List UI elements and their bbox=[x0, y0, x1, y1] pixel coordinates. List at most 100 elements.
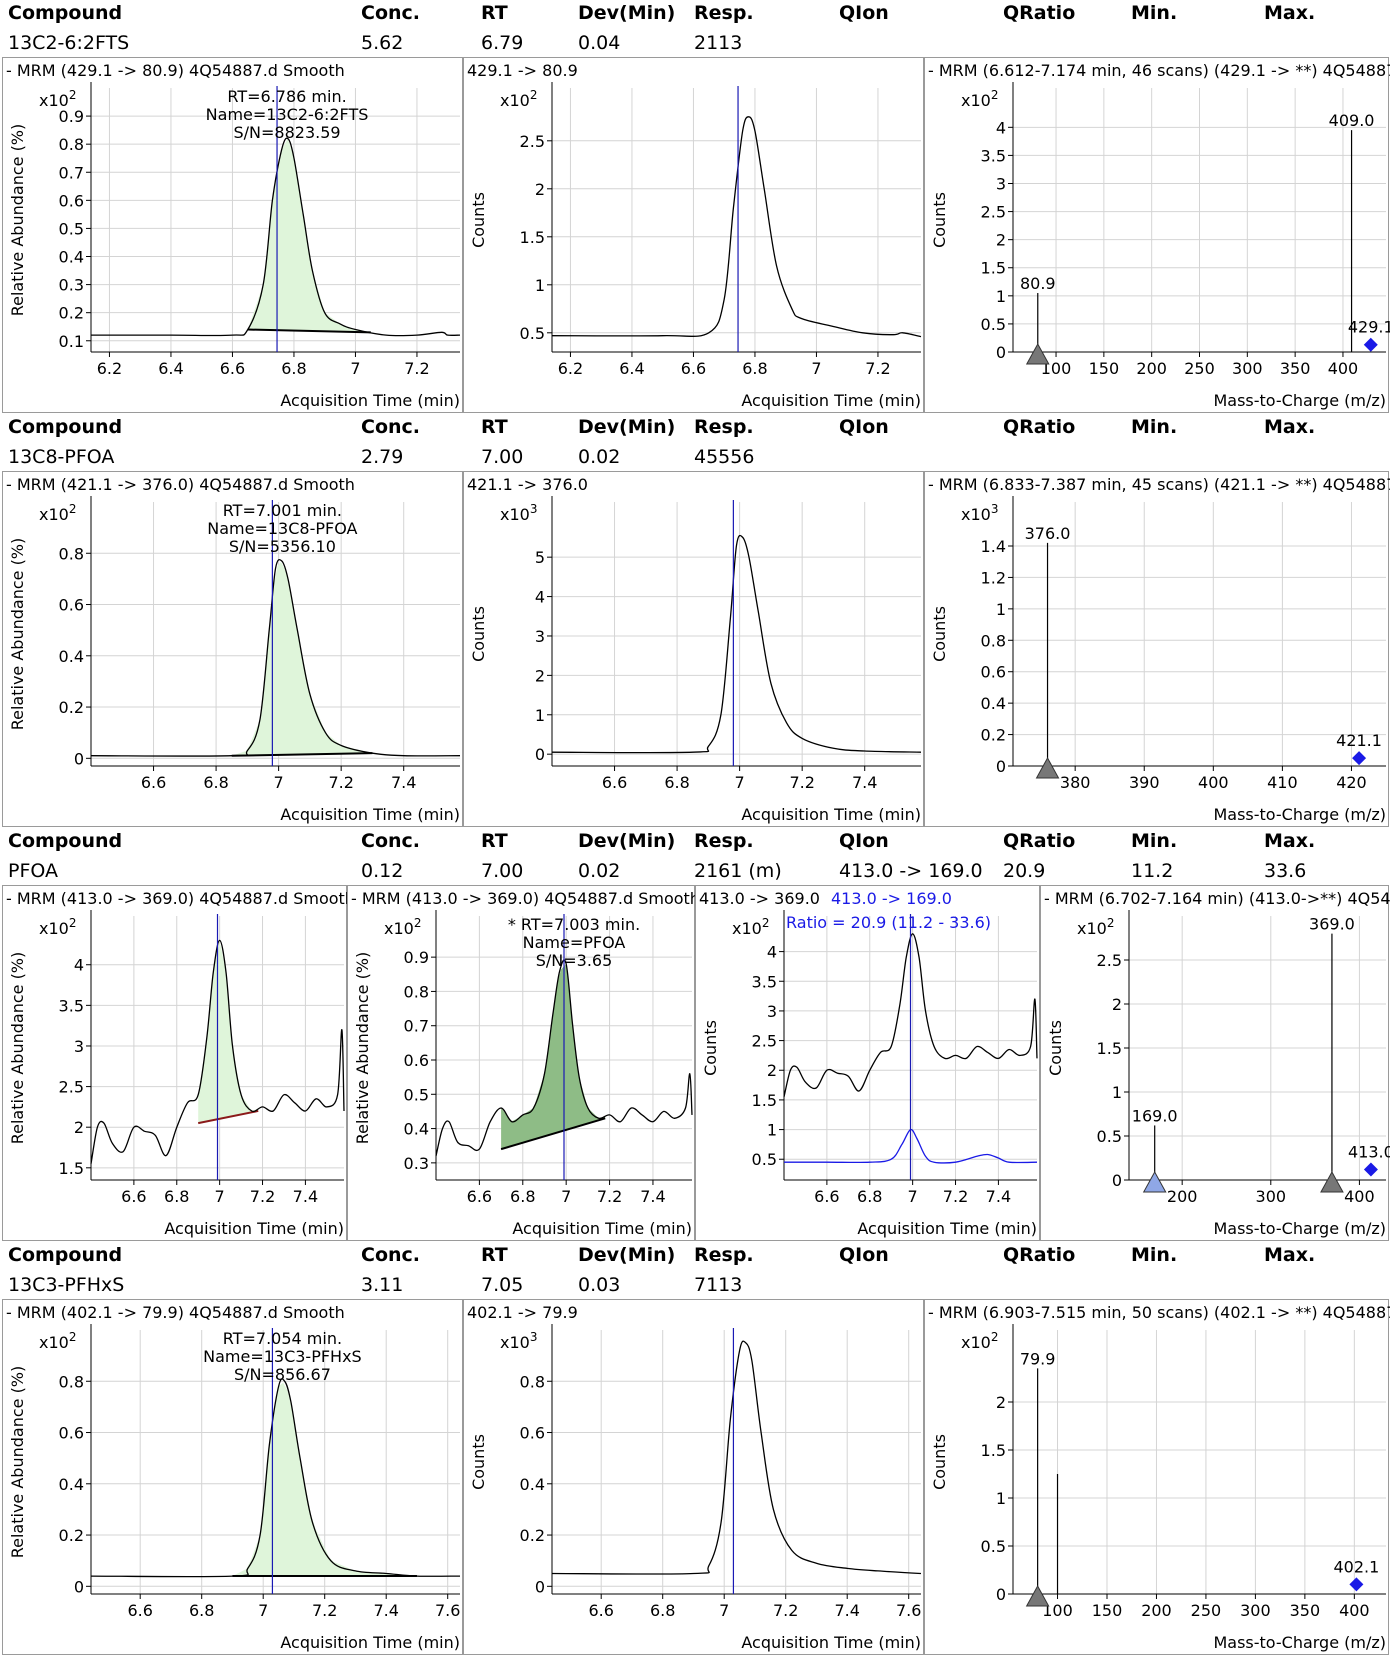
y-tick-label: 0.9 bbox=[59, 107, 84, 126]
y-tick-label: 1.5 bbox=[752, 1091, 777, 1110]
y-tick-label: 0.7 bbox=[59, 163, 84, 182]
chromatogram-chart: - MRM (413.0 -> 369.0) 4Q54887.d Smooth 6… bbox=[351, 889, 696, 1238]
x-tick-label: 420 bbox=[1336, 773, 1367, 792]
x-tick-label: 7.2 bbox=[312, 1601, 337, 1620]
x-axis-title: Acquisition Time (min) bbox=[280, 1633, 460, 1652]
scale-exponent: x102 bbox=[961, 88, 998, 110]
result-value: 2113 bbox=[694, 32, 743, 54]
panel-title: - MRM (429.1 -> 80.9) 4Q54887.d Smooth bbox=[6, 61, 345, 80]
compound-name: PFOA bbox=[8, 860, 59, 882]
y-axis-title: Relative Abundance (%) bbox=[8, 124, 27, 317]
column-header: Min. bbox=[1131, 1244, 1178, 1266]
column-header: Min. bbox=[1131, 416, 1178, 438]
chromatogram-chart: - MRM (413.0 -> 369.0) 4Q54887.d Smooth 6… bbox=[6, 889, 348, 1238]
chromatogram-chart: - MRM (421.1 -> 376.0) 4Q54887.d Smooth 6… bbox=[6, 475, 461, 824]
eic-panel: 421.1 -> 376.0 6.6 6.8 7 7.2 7.4 0 1 2 3 4 5 x103 Acq… bbox=[463, 471, 924, 827]
column-header: Conc. bbox=[361, 830, 421, 852]
column-header: Dev(Min) bbox=[578, 2, 676, 24]
chromatogram-chart: 421.1 -> 376.0 6.6 6.8 7 7.2 7.4 0 1 2 3 4 5 x103 Acq… bbox=[467, 475, 922, 824]
chromatogram-chart: - MRM (429.1 -> 80.9) 4Q54887.d Smooth 6.… bbox=[6, 61, 461, 410]
eic-panel: 429.1 -> 80.9 6.2 6.4 6.6 6.8 7 7.2 0.5 1 1.5 2 2.5… bbox=[463, 57, 924, 413]
x-tick-label: 7.2 bbox=[789, 773, 814, 792]
peak-annotation: RT=6.786 min. bbox=[227, 87, 346, 106]
x-tick-label: 7 bbox=[719, 1601, 729, 1620]
x-tick-label: 400 bbox=[1344, 1187, 1375, 1206]
x-axis-title: Mass-to-Charge (m/z) bbox=[1213, 391, 1386, 410]
overlay-panel: 413.0 -> 369.0 413.0 -> 169.0 6.6 6.8 7 7.2 7.… bbox=[695, 885, 1040, 1241]
y-tick-label: 0.8 bbox=[520, 1372, 545, 1391]
result-value: 0.02 bbox=[578, 446, 621, 468]
scale-exponent: x102 bbox=[500, 88, 537, 110]
y-tick-label: 0.5 bbox=[752, 1150, 777, 1169]
x-tick-label: 7 bbox=[561, 1187, 571, 1206]
column-header: Dev(Min) bbox=[578, 1244, 676, 1266]
qualifier-title: 413.0 -> 169.0 bbox=[831, 889, 952, 908]
peak-baseline bbox=[198, 1109, 259, 1125]
peak-annotation: S/N=8823.59 bbox=[233, 123, 340, 142]
column-header: Conc. bbox=[361, 416, 421, 438]
panel-title: - MRM (413.0 -> 369.0) 4Q54887.d Smooth bbox=[6, 889, 348, 908]
column-header: QRatio bbox=[1003, 2, 1076, 24]
column-header: QRatio bbox=[1003, 1244, 1076, 1266]
precursor-label: 429.1 bbox=[1348, 318, 1390, 337]
y-tick-label: 1 bbox=[535, 276, 545, 295]
x-tick-label: 6.6 bbox=[121, 1187, 146, 1206]
compound-name: 13C3-PFHxS bbox=[8, 1274, 125, 1296]
peak-label: 369.0 bbox=[1309, 915, 1355, 934]
ion-marker-triangle bbox=[1025, 342, 1050, 365]
result-value: 20.9 bbox=[1003, 860, 1046, 882]
peak-annotation: S/N=3.65 bbox=[536, 951, 613, 970]
peak-annotation: S/N=5356.10 bbox=[229, 537, 336, 556]
y-tick-label: 0 bbox=[996, 343, 1006, 362]
precursor-marker-diamond bbox=[1352, 751, 1367, 766]
panel-title: - MRM (6.612-7.174 min, 46 scans) (429.1… bbox=[928, 61, 1390, 80]
x-tick-label: 6.6 bbox=[220, 359, 245, 378]
y-tick-label: 1.5 bbox=[59, 1159, 84, 1178]
x-tick-label: 7.2 bbox=[250, 1187, 275, 1206]
y-tick-label: 4 bbox=[996, 118, 1006, 137]
y-axis-title: Counts bbox=[701, 1020, 720, 1076]
grid bbox=[552, 88, 921, 352]
result-value: 0.02 bbox=[578, 860, 621, 882]
column-header: QIon bbox=[839, 830, 889, 852]
integrated-peak-area bbox=[247, 138, 371, 333]
y-axis-title: Counts bbox=[930, 606, 949, 662]
compound-name: 13C8-PFOA bbox=[8, 446, 115, 468]
x-tick-label: 400 bbox=[1339, 1601, 1370, 1620]
y-tick-label: 0.5 bbox=[59, 219, 84, 238]
integrated-peak-area bbox=[232, 1382, 417, 1577]
y-tick-label: 0.5 bbox=[520, 324, 545, 343]
x-tick-label: 380 bbox=[1060, 773, 1091, 792]
y-tick-label: 0.6 bbox=[59, 596, 84, 615]
y-tick-label: 1.5 bbox=[1097, 1039, 1122, 1058]
y-tick-label: 1.5 bbox=[981, 259, 1006, 278]
y-tick-label: 2.5 bbox=[59, 1078, 84, 1097]
y-tick-label: 0.4 bbox=[981, 694, 1006, 713]
y-axis-title: Counts bbox=[930, 192, 949, 248]
x-tick-label: 250 bbox=[1184, 359, 1215, 378]
panel-title: - MRM (6.702-7.164 min) (413.0->**) 4Q54… bbox=[1044, 889, 1390, 908]
panel-title: - MRM (6.903-7.515 min, 50 scans) (402.1… bbox=[928, 1303, 1390, 1322]
peak-panel: - MRM (429.1 -> 80.9) 4Q54887.d Smooth 6.… bbox=[2, 57, 463, 413]
y-tick-label: 0.4 bbox=[59, 248, 84, 267]
scale-exponent: x102 bbox=[384, 916, 421, 938]
result-value: 7.05 bbox=[481, 1274, 524, 1296]
x-tick-label: 6.6 bbox=[814, 1187, 839, 1206]
y-tick-label: 0.6 bbox=[404, 1051, 429, 1070]
column-header: Compound bbox=[8, 1244, 123, 1266]
panel-title: - MRM (402.1 -> 79.9) 4Q54887.d Smooth bbox=[6, 1303, 345, 1322]
x-tick-label: 7.2 bbox=[597, 1187, 622, 1206]
result-value: 3.11 bbox=[361, 1274, 404, 1296]
y-tick-label: 4 bbox=[767, 943, 777, 962]
y-tick-label: 0.8 bbox=[59, 544, 84, 563]
peak-annotation: RT=7.054 min. bbox=[223, 1329, 342, 1348]
grid bbox=[552, 1330, 921, 1594]
scale-exponent: x103 bbox=[500, 502, 537, 524]
column-header: QIon bbox=[839, 416, 889, 438]
peak-annotation: Name=13C3-PFHxS bbox=[203, 1347, 362, 1366]
x-tick-label: 400 bbox=[1328, 359, 1359, 378]
y-tick-label: 0.2 bbox=[59, 304, 84, 323]
y-tick-label: 2.5 bbox=[520, 132, 545, 151]
column-header: Resp. bbox=[694, 1244, 754, 1266]
peak-annotation: Name=13C2-6:2FTS bbox=[206, 105, 369, 124]
